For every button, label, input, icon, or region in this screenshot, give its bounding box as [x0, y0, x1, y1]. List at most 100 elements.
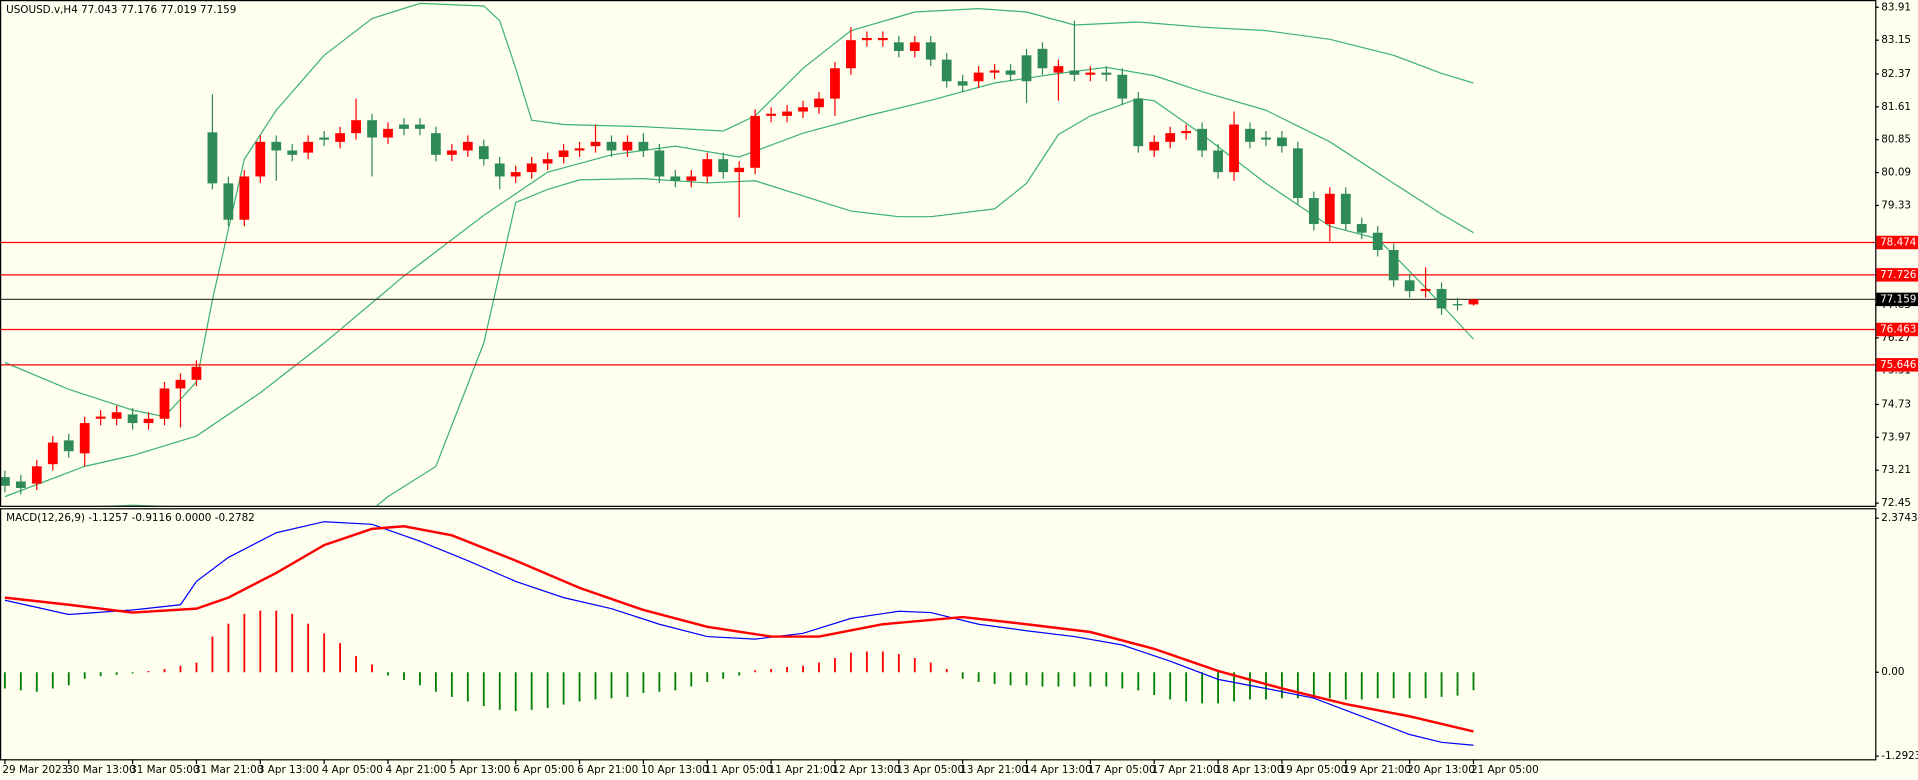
y-tick-label: 2.3743: [1881, 512, 1917, 524]
candle-body: [175, 379, 186, 389]
x-tick-label: 10 Apr 13:00: [641, 764, 709, 776]
price-panel: [0, 2, 1876, 506]
candle-body: [1069, 70, 1080, 75]
candle-body: [367, 120, 377, 138]
candle-body: [1149, 141, 1160, 151]
candle-body: [1261, 137, 1271, 140]
candle-body: [798, 107, 808, 112]
candle-body: [446, 150, 457, 155]
candle-body: [510, 172, 521, 177]
candle-body: [478, 146, 489, 160]
macd-frame: [0, 508, 1877, 761]
candle-body: [1324, 193, 1335, 225]
x-tick-label: 17 Apr 05:00: [1088, 764, 1156, 776]
candle-body: [95, 416, 106, 419]
candle-body: [0, 477, 10, 486]
indicator-line: [4, 2, 1474, 418]
candle-body: [79, 423, 90, 454]
candle-body: [430, 133, 441, 155]
level-label-box: [1876, 358, 1918, 372]
candle-body: [1277, 137, 1287, 147]
candle-body: [1436, 288, 1447, 309]
y-tick-label: 80.09: [1881, 167, 1911, 179]
level-label: 76.463: [1880, 323, 1916, 335]
x-tick-label: 13 Apr 05:00: [896, 764, 964, 776]
candle-body: [111, 412, 122, 419]
candle-body: [271, 141, 282, 151]
candle-body: [1292, 148, 1303, 199]
candle-body: [846, 40, 856, 69]
candle-body: [638, 141, 649, 151]
candle-body: [63, 440, 74, 452]
x-tick-label: 6 Apr 21:00: [577, 764, 638, 776]
candle-body: [494, 163, 505, 177]
candle-body: [654, 150, 665, 177]
indicator-line: [4, 66, 1474, 498]
candle-body: [287, 150, 298, 155]
level-label-box: [1876, 235, 1918, 250]
candle-body: [989, 70, 1000, 73]
candle-body: [31, 466, 42, 484]
y-tick-label: 0.00: [1881, 666, 1904, 678]
candle-body: [399, 124, 409, 129]
candle-body: [574, 148, 585, 151]
candle-body: [335, 133, 346, 142]
candle-body: [590, 141, 601, 147]
indicator-line: [4, 525, 1474, 733]
level-label: 77.726: [1880, 269, 1916, 281]
y-tick-label: 74.73: [1881, 398, 1911, 410]
candle-body: [925, 42, 936, 60]
candle-body: [1133, 98, 1144, 147]
candle-body: [957, 81, 968, 86]
x-tick-label: 11 Apr 05:00: [705, 764, 773, 776]
y-tick-label: 73.21: [1881, 464, 1911, 476]
candle-body: [1356, 224, 1367, 233]
y-tick-label: 79.33: [1881, 199, 1911, 211]
price-frame: [0, 0, 1877, 507]
candle-body: [1452, 304, 1463, 306]
x-tick-label: 5 Apr 13:00: [449, 764, 510, 776]
candle-body: [542, 159, 553, 164]
level-label-box: [1876, 322, 1918, 337]
candle-body: [1021, 55, 1032, 82]
candle-body: [606, 141, 617, 151]
candle-body: [877, 38, 888, 41]
candle-body: [1420, 288, 1431, 292]
x-tick-label: 13 Apr 21:00: [960, 764, 1028, 776]
candle-body: [1117, 74, 1128, 99]
x-tick-label: 31 Mar 21:00: [194, 764, 263, 776]
candle-body: [558, 150, 569, 157]
x-tick-label: 6 Apr 05:00: [513, 764, 574, 776]
candle-body: [159, 388, 170, 419]
x-tick-label: 30 Mar 13:00: [66, 764, 135, 776]
y-tick-label: 80.85: [1881, 134, 1911, 146]
candle-body: [1245, 128, 1255, 142]
x-tick-label: 18 Apr 13:00: [1216, 764, 1284, 776]
x-tick-label: 3 Apr 13:00: [258, 764, 319, 776]
candle-body: [191, 366, 202, 380]
indicator-line: [4, 521, 1474, 746]
x-tick-label: 4 Apr 21:00: [386, 764, 447, 776]
candle-body: [750, 115, 761, 168]
candle-body: [1340, 193, 1351, 225]
level-label: 78.474: [1880, 236, 1917, 248]
candle-body: [909, 42, 920, 51]
candle-body: [351, 120, 361, 134]
candle-body: [1229, 124, 1239, 173]
candle-body: [1308, 198, 1319, 225]
level-label: 75.646: [1880, 359, 1916, 371]
candle-body: [415, 124, 425, 129]
candle-body: [319, 137, 330, 140]
candle-body: [255, 141, 266, 177]
y-tick-label: 73.97: [1881, 431, 1911, 443]
candle-body: [383, 128, 393, 138]
x-tick-label: 19 Apr 21:00: [1343, 764, 1411, 776]
candle-body: [526, 163, 537, 173]
price-header: USOUSD.v,H4 77.043 77.176 77.019 77.159: [6, 4, 236, 16]
candle-body: [1165, 133, 1176, 142]
candle-body: [1085, 72, 1096, 75]
candle-body: [782, 111, 792, 116]
candle-body: [1372, 232, 1383, 251]
